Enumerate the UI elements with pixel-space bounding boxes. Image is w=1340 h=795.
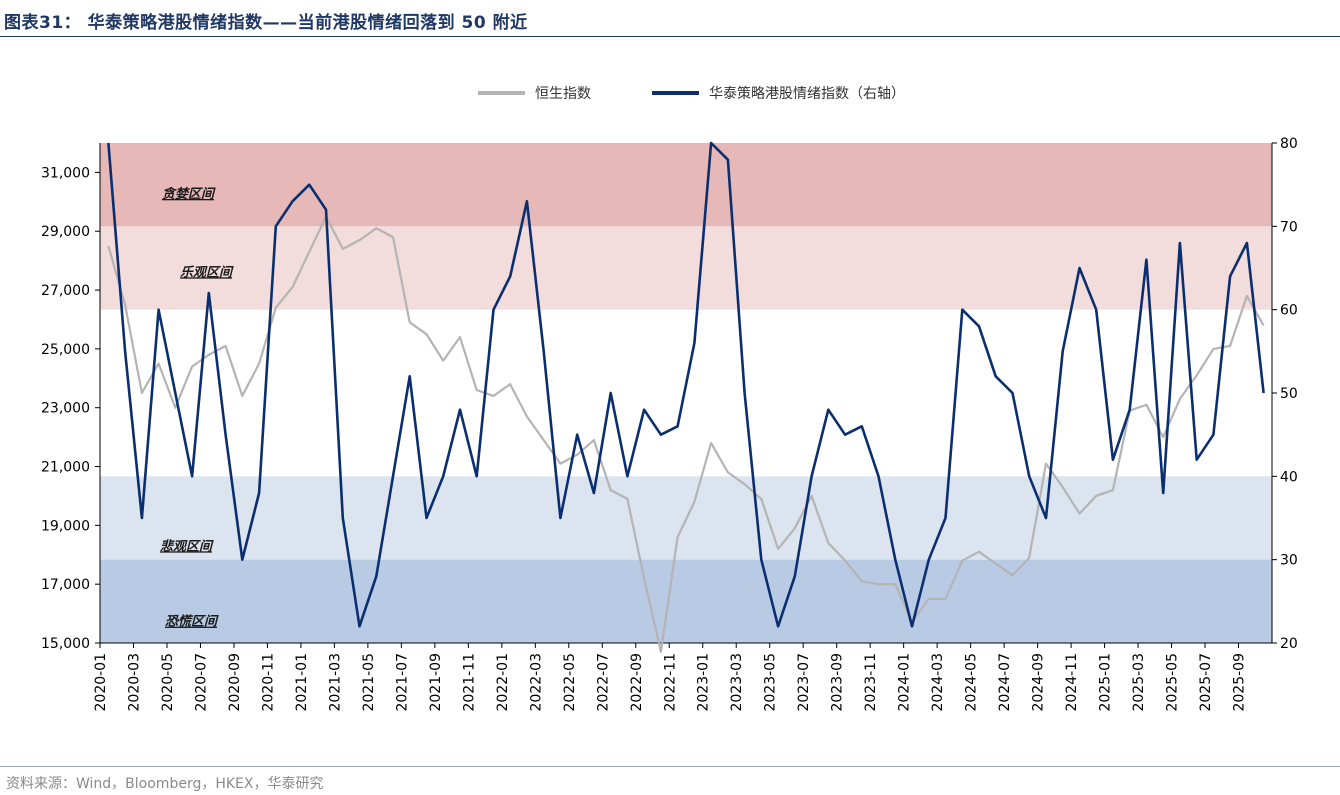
- x-tick-label-2: 2020-05: [160, 653, 176, 712]
- left-tick-label-7: 29,000: [41, 224, 90, 240]
- x-tick-label-3: 2020-07: [193, 653, 209, 712]
- x-tick-label-5: 2020-11: [260, 653, 276, 712]
- series-line-0: [107, 215, 1265, 653]
- x-tick-label-33: 2025-07: [1198, 653, 1214, 712]
- zone-band-1: [100, 226, 1272, 310]
- x-tick-label-14: 2022-05: [562, 653, 578, 712]
- x-tick-label-11: 2021-11: [461, 653, 477, 712]
- zone-label-1: 乐观区间: [180, 264, 234, 280]
- x-tick-label-34: 2025-09: [1232, 653, 1248, 712]
- x-tick-label-23: 2023-11: [863, 653, 879, 712]
- left-tick-label-4: 23,000: [41, 401, 90, 417]
- left-tick-label-1: 17,000: [41, 577, 90, 593]
- zone-band-3: [100, 559, 1272, 643]
- x-tick-label-16: 2022-09: [629, 653, 645, 712]
- left-tick-label-3: 21,000: [41, 460, 90, 476]
- source-note: 资料来源：Wind，Bloomberg，HKEX，华泰研究: [6, 776, 324, 792]
- right-tick-label-6: 80: [1280, 136, 1298, 152]
- chart: 15,000 17,000 19,000 21,000 23,000 25,000 27,0…: [41, 85, 1298, 712]
- x-tick-label-31: 2025-03: [1131, 653, 1147, 712]
- x-tick-label-12: 2022-01: [495, 653, 511, 712]
- x-tick-label-15: 2022-07: [595, 653, 611, 712]
- right-tick-label-0: 20: [1280, 636, 1298, 652]
- right-tick-label-2: 40: [1280, 469, 1298, 485]
- x-tick-label-7: 2021-03: [327, 653, 343, 712]
- x-tick-label-26: 2024-05: [964, 653, 980, 712]
- title-bar: 图表31： 华泰策略港股情绪指数——当前港股情绪回落到 50 附近: [0, 0, 1340, 37]
- x-tick-label-10: 2021-09: [428, 653, 444, 712]
- x-tick-label-17: 2022-11: [662, 653, 678, 712]
- x-tick-label-9: 2021-07: [394, 653, 410, 712]
- x-tick-label-13: 2022-03: [528, 653, 544, 712]
- left-tick-label-0: 15,000: [41, 636, 90, 652]
- right-tick-label-3: 50: [1280, 386, 1298, 402]
- zone-label-0: 贪婪区间: [162, 186, 216, 202]
- right-tick-label-5: 70: [1280, 219, 1298, 235]
- x-tick-label-27: 2024-07: [997, 653, 1013, 712]
- zone-label-2: 悲观区间: [160, 538, 214, 554]
- left-tick-label-6: 27,000: [41, 283, 90, 299]
- x-tick-label-21: 2023-07: [796, 653, 812, 712]
- figure-title: 图表31： 华泰策略港股情绪指数——当前港股情绪回落到 50 附近: [4, 13, 528, 33]
- x-tick-label-32: 2025-05: [1165, 653, 1181, 712]
- left-tick-label-5: 25,000: [41, 342, 90, 358]
- x-tick-label-22: 2023-09: [830, 653, 846, 712]
- right-tick-label-1: 30: [1280, 553, 1298, 569]
- left-tick-label-8: 31,000: [41, 165, 90, 181]
- zone-band-0: [100, 143, 1272, 227]
- x-tick-label-29: 2024-11: [1064, 653, 1080, 712]
- x-tick-label-0: 2020-01: [93, 653, 109, 712]
- x-tick-label-24: 2024-01: [897, 653, 913, 712]
- zone-label-3: 恐慌区间: [165, 614, 219, 630]
- x-tick-label-6: 2021-01: [294, 653, 310, 712]
- legend-label-sentiment: 华泰策略港股情绪指数（右轴）: [709, 85, 905, 102]
- legend-label-hsi: 恒生指数: [535, 86, 591, 102]
- x-tick-label-25: 2024-03: [930, 653, 946, 712]
- x-tick-label-30: 2025-01: [1098, 653, 1114, 712]
- x-tick-label-1: 2020-03: [126, 653, 142, 712]
- left-tick-label-2: 19,000: [41, 518, 90, 534]
- series-line-1: [107, 141, 1265, 628]
- x-tick-label-19: 2023-03: [729, 653, 745, 712]
- x-tick-label-4: 2020-09: [227, 653, 243, 712]
- footer-divider: [0, 766, 1340, 767]
- x-tick-label-8: 2021-05: [361, 653, 377, 712]
- right-tick-label-4: 60: [1280, 303, 1298, 319]
- x-tick-label-20: 2023-05: [763, 653, 779, 712]
- x-tick-label-18: 2023-01: [696, 653, 712, 712]
- x-tick-label-28: 2024-09: [1031, 653, 1047, 712]
